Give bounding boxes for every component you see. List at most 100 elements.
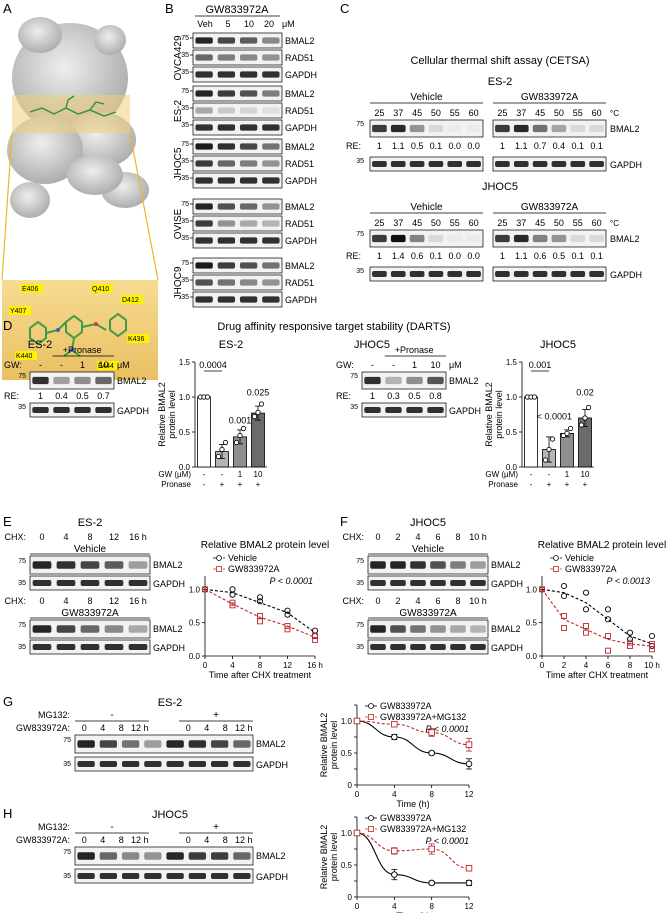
mg132-state: + bbox=[213, 822, 219, 833]
re-label: RE: bbox=[346, 141, 361, 151]
legend-marker bbox=[368, 703, 374, 709]
data-point bbox=[222, 439, 229, 446]
band bbox=[233, 761, 251, 767]
band bbox=[262, 262, 280, 269]
legend-label: GW833972A bbox=[228, 564, 280, 574]
data-point bbox=[257, 618, 263, 625]
temp-label: 55 bbox=[573, 108, 583, 118]
re-value: 0.7 bbox=[534, 141, 547, 151]
cetsa-gapdh-blot bbox=[492, 156, 607, 172]
residue-tag bbox=[127, 334, 149, 343]
temp-label: 37 bbox=[393, 108, 403, 118]
dose-unit: μM bbox=[449, 360, 462, 370]
residue-label: K440 bbox=[16, 353, 32, 360]
cetsa-bmal2-blot bbox=[492, 119, 607, 138]
mw-label: 35 bbox=[63, 873, 71, 880]
band-label: RAD51 bbox=[285, 53, 314, 63]
blot-frame bbox=[192, 155, 283, 172]
temp-label: 50 bbox=[431, 108, 441, 118]
darts-bmal2-blot bbox=[29, 371, 115, 390]
data-point bbox=[578, 422, 585, 428]
data-point bbox=[583, 629, 589, 636]
time-label: 4 bbox=[100, 835, 105, 845]
mg132-label: MG132: bbox=[38, 822, 70, 832]
band bbox=[513, 234, 529, 243]
chx-bmal2-blot bbox=[367, 619, 489, 639]
time-label: 0 bbox=[39, 532, 44, 542]
band bbox=[262, 37, 280, 44]
y-tick-label: 0 bbox=[348, 781, 353, 790]
time-label: 8 bbox=[87, 532, 92, 542]
band bbox=[372, 124, 387, 133]
residue-label: Y407 bbox=[10, 308, 26, 315]
band bbox=[104, 561, 124, 569]
dose-label: 10 bbox=[244, 19, 254, 29]
x-tick-label: 16 h bbox=[307, 661, 323, 670]
pronase-label: +Pronase bbox=[395, 345, 434, 355]
zoom-line-left bbox=[1, 132, 13, 281]
band bbox=[470, 625, 486, 633]
band bbox=[99, 852, 118, 860]
band-label: GAPDH bbox=[285, 295, 317, 305]
data-point bbox=[229, 602, 236, 609]
blot-frame bbox=[74, 734, 254, 754]
band bbox=[217, 203, 236, 210]
lane-label: 1 bbox=[412, 360, 417, 370]
data-point bbox=[428, 879, 435, 887]
residue-label: F444 bbox=[98, 363, 114, 370]
re-value: 0.6 bbox=[534, 251, 547, 261]
series-line bbox=[356, 832, 469, 884]
data-point bbox=[531, 394, 538, 400]
band bbox=[239, 143, 258, 150]
band-label: GAPDH bbox=[256, 760, 288, 770]
band bbox=[390, 234, 406, 243]
re-label: RE: bbox=[336, 391, 351, 401]
band-label: GAPDH bbox=[491, 643, 523, 653]
data-point bbox=[312, 633, 318, 639]
data-point bbox=[233, 439, 240, 446]
legend-label: Vehicle bbox=[228, 553, 257, 563]
band bbox=[195, 262, 213, 269]
band bbox=[188, 761, 207, 767]
gw-label: GW: bbox=[4, 360, 22, 370]
data-point bbox=[546, 446, 552, 453]
darts-cell-label: JHOC5 bbox=[354, 339, 390, 351]
time-label: 12 h bbox=[131, 835, 149, 845]
re-value: 0.1 bbox=[430, 141, 443, 151]
chart-title: Relative BMAL2 protein level bbox=[201, 540, 329, 551]
band bbox=[166, 873, 184, 879]
band bbox=[121, 852, 140, 860]
band-label: RAD51 bbox=[285, 106, 314, 116]
band bbox=[32, 625, 52, 633]
band bbox=[217, 143, 236, 150]
time-label: 8 bbox=[223, 835, 228, 845]
band bbox=[195, 237, 213, 244]
ligand-sticks bbox=[29, 95, 117, 117]
time-label: 10 h bbox=[469, 596, 487, 606]
blot-frame bbox=[369, 119, 484, 138]
band bbox=[144, 761, 162, 767]
blot-frame bbox=[192, 85, 283, 102]
re-value: 1 bbox=[500, 251, 505, 261]
band bbox=[390, 124, 406, 133]
mw-label: 35 bbox=[350, 404, 358, 411]
y-tick-label: 0.0 bbox=[526, 652, 538, 661]
x-tick-label: 0 bbox=[203, 661, 208, 670]
chx-bmal2-blot bbox=[29, 555, 151, 575]
band bbox=[262, 177, 280, 184]
x-tick-label: 0 bbox=[355, 790, 360, 799]
band bbox=[466, 234, 481, 243]
p-value: 0.001 bbox=[529, 360, 552, 370]
x-tick-label: 2 bbox=[562, 661, 567, 670]
band bbox=[217, 90, 236, 97]
blot-bmal2 bbox=[192, 32, 283, 49]
temp-label: 60 bbox=[469, 108, 479, 118]
band bbox=[364, 407, 381, 413]
band bbox=[390, 561, 406, 569]
band bbox=[128, 644, 148, 650]
mg132-state: + bbox=[213, 710, 219, 721]
time-label: 8 bbox=[87, 596, 92, 606]
re-value: 0.1 bbox=[590, 251, 603, 261]
series-line bbox=[204, 588, 316, 634]
band bbox=[450, 644, 466, 650]
